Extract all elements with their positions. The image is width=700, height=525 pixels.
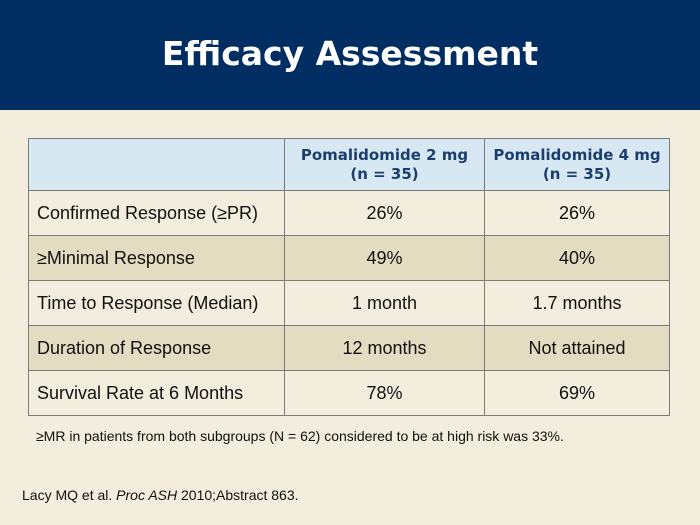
citation: Lacy MQ et al. Proc ASH 2010;Abstract 86…: [22, 487, 299, 503]
table-row: ≥Minimal Response 49% 40%: [28, 235, 670, 281]
citation-journal: Proc ASH: [116, 487, 178, 503]
row-label: Duration of Response: [28, 325, 285, 371]
title-bar: Efficacy Assessment: [0, 0, 700, 110]
table-row: Time to Response (Median) 1 month 1.7 mo…: [28, 280, 670, 326]
row-label: Survival Rate at 6 Months: [28, 370, 285, 416]
table-header-blank: [28, 138, 285, 191]
table-row: Survival Rate at 6 Months 78% 69%: [28, 370, 670, 416]
cell-value: 1 month: [284, 280, 485, 326]
row-label: Time to Response (Median): [28, 280, 285, 326]
table-row: Duration of Response 12 months Not attai…: [28, 325, 670, 371]
header-line2: (n = 35): [350, 164, 419, 183]
cell-value: 1.7 months: [484, 280, 670, 326]
cell-value: 26%: [484, 190, 670, 236]
header-line1: Pomalidomide 4 mg: [493, 145, 661, 164]
footnote: ≥MR in patients from both subgroups (N =…: [36, 428, 564, 444]
cell-value: 69%: [484, 370, 670, 416]
row-label: Confirmed Response (≥PR): [28, 190, 285, 236]
header-line2: (n = 35): [542, 164, 612, 183]
cell-value: 12 months: [284, 325, 485, 371]
citation-authors: Lacy MQ et al.: [22, 487, 113, 503]
cell-value: Not attained: [484, 325, 670, 371]
header-line1: Pomalidomide 2 mg: [300, 145, 469, 164]
table-row: Confirmed Response (≥PR) 26% 26%: [28, 190, 670, 236]
table-header-pom-4mg: Pomalidomide 4 mg (n = 35): [484, 138, 670, 191]
cell-value: 49%: [284, 235, 485, 281]
table-header-pom-2mg: Pomalidomide 2 mg (n = 35): [284, 138, 485, 191]
row-label: ≥Minimal Response: [28, 235, 285, 281]
citation-details: 2010;Abstract 863.: [181, 487, 299, 503]
cell-value: 26%: [284, 190, 485, 236]
efficacy-table: Pomalidomide 2 mg (n = 35) Pomalidomide …: [28, 138, 670, 416]
slide-title: Efficacy Assessment: [161, 33, 539, 73]
cell-value: 40%: [484, 235, 670, 281]
table-header-row: Pomalidomide 2 mg (n = 35) Pomalidomide …: [28, 138, 670, 191]
cell-value: 78%: [284, 370, 485, 416]
